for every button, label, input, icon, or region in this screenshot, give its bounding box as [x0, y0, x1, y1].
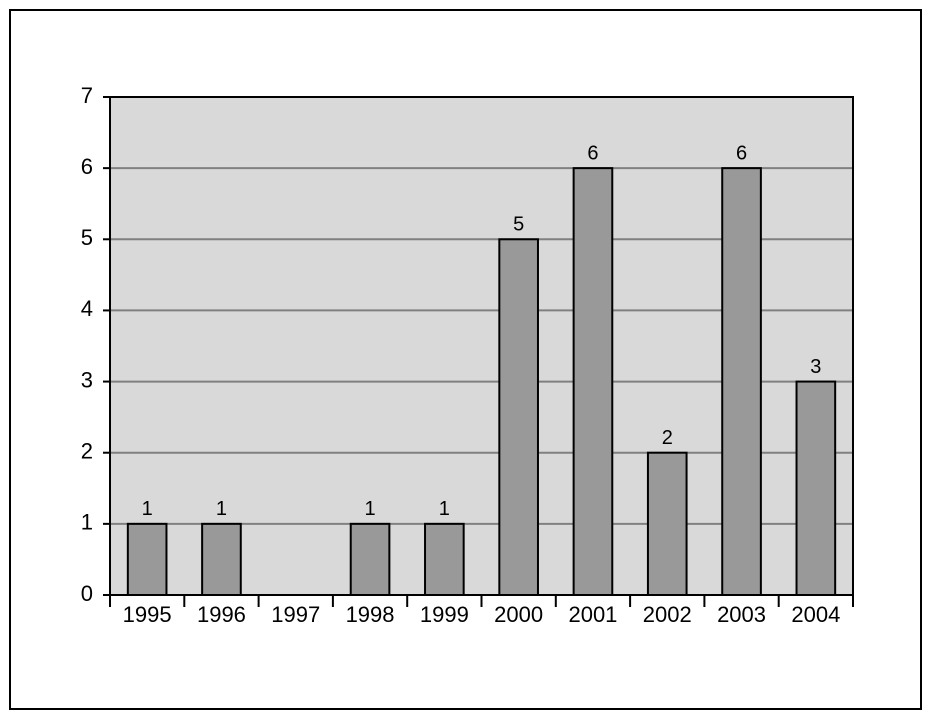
x-tick-label: 1995	[123, 602, 172, 627]
y-tick-label: 1	[81, 510, 93, 535]
bar	[126, 522, 168, 596]
y-tick-label: 5	[81, 225, 93, 250]
bar	[721, 167, 762, 596]
x-tick-label: 1999	[420, 602, 469, 627]
x-tick-label: 1996	[197, 602, 246, 627]
y-tick-label: 4	[81, 296, 93, 321]
data-label: 2	[662, 427, 673, 449]
data-label: 1	[439, 498, 450, 520]
y-tick-label: 6	[81, 154, 93, 179]
bar	[572, 167, 614, 596]
data-label: 1	[216, 498, 227, 520]
bar	[646, 451, 688, 597]
y-tick-label: 2	[81, 439, 93, 464]
data-label: 6	[736, 142, 747, 164]
bar	[498, 238, 539, 597]
x-tick-label: 2000	[494, 602, 543, 627]
x-tick-label: 2003	[717, 602, 766, 627]
y-tick-label: 3	[81, 367, 93, 392]
bar	[201, 522, 242, 596]
data-label: 6	[587, 142, 598, 164]
x-tick-label: 1997	[271, 602, 320, 627]
data-label: 1	[364, 498, 375, 520]
bar	[349, 522, 391, 596]
data-label: 5	[513, 214, 524, 236]
x-tick-label: 2002	[643, 602, 692, 627]
bar	[424, 522, 465, 596]
x-tick-label: 2001	[568, 602, 617, 627]
y-tick-label: 0	[81, 581, 93, 606]
bar	[795, 380, 837, 597]
x-tick-label: 2004	[791, 602, 840, 627]
y-tick-label: 7	[81, 83, 93, 108]
data-label: 1	[142, 498, 153, 520]
x-tick-label: 1998	[346, 602, 395, 627]
data-label: 3	[810, 356, 821, 378]
